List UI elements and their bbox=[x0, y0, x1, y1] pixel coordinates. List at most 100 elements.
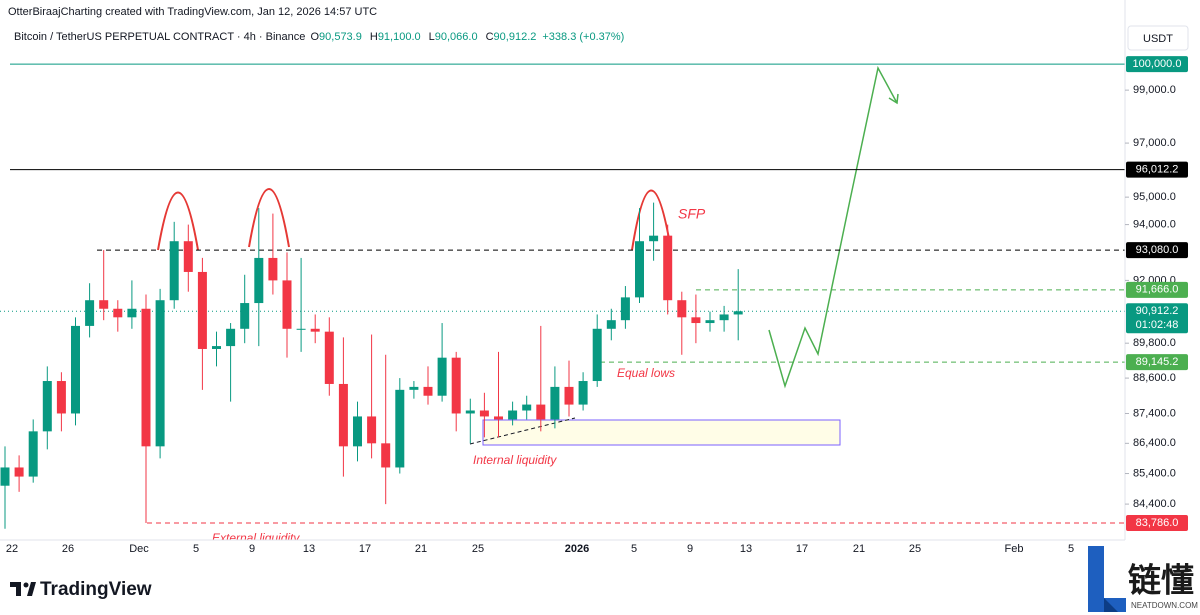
x-tick-label: 25 bbox=[472, 543, 484, 555]
attribution: OtterBiraajCharting created with Trading… bbox=[8, 6, 378, 18]
x-tick-label: 9 bbox=[687, 543, 693, 555]
candle-body bbox=[409, 386, 419, 390]
candle-body bbox=[353, 416, 362, 447]
x-tick-label: 5 bbox=[1068, 543, 1074, 555]
annotation: Internal liquidity bbox=[473, 453, 557, 467]
x-tick-label: 25 bbox=[909, 543, 921, 555]
symbol: Bitcoin / TetherUS PERPETUAL CONTRACT · … bbox=[14, 31, 306, 43]
candle-body bbox=[169, 241, 179, 301]
x-tick-label: 5 bbox=[193, 543, 199, 555]
x-tick-label: Dec bbox=[129, 543, 149, 555]
x-tick-label: 9 bbox=[249, 543, 255, 555]
candle-body bbox=[212, 346, 221, 349]
candle-body bbox=[56, 381, 66, 414]
x-tick-label: 21 bbox=[853, 543, 865, 555]
candle-body bbox=[71, 325, 80, 414]
symbol-bar: Bitcoin / TetherUS PERPETUAL CONTRACT · … bbox=[14, 31, 630, 43]
top-arc bbox=[157, 191, 199, 251]
candle-body bbox=[465, 410, 475, 414]
candle-body bbox=[310, 328, 320, 332]
candle-body bbox=[423, 386, 433, 396]
sfp-arc bbox=[631, 189, 672, 251]
candle-body bbox=[14, 467, 24, 477]
x-tick-label: 5 bbox=[631, 543, 637, 555]
price-label-box bbox=[1126, 281, 1188, 298]
y-tick-label: 87,400.0 bbox=[1133, 407, 1176, 419]
candle-body bbox=[620, 297, 630, 321]
candle-body bbox=[338, 383, 348, 447]
y-tick-label: 94,000.0 bbox=[1133, 219, 1176, 231]
candle-body bbox=[606, 320, 616, 329]
x-tick-label: 13 bbox=[303, 543, 315, 555]
plot-area: SFP Equal lows Internal liquidity External … bbox=[0, 63, 1125, 540]
candle-body bbox=[226, 328, 236, 347]
price-label: 93,080.0 bbox=[1136, 244, 1179, 256]
candle-body bbox=[437, 357, 447, 396]
price-label: 90,912.2 bbox=[1136, 305, 1179, 317]
projection-arrow bbox=[888, 93, 899, 105]
x-tick-label: 21 bbox=[415, 543, 427, 555]
ohlc-value: 90,066.0 bbox=[434, 31, 478, 43]
candle-body bbox=[635, 241, 644, 298]
x-tick-label: 22 bbox=[6, 543, 18, 555]
price-label-box bbox=[1126, 242, 1188, 259]
candle-body bbox=[691, 317, 701, 324]
candle-body bbox=[564, 386, 574, 405]
candle-body bbox=[719, 314, 729, 321]
watermark-sub: NEATDOWN.COM bbox=[1131, 601, 1198, 610]
candle-body bbox=[663, 235, 673, 301]
price-label: 100,000.0 bbox=[1133, 58, 1182, 70]
candle-body bbox=[451, 357, 461, 414]
candle-body bbox=[127, 308, 137, 318]
candle-body bbox=[578, 381, 588, 405]
price-label-box bbox=[1126, 56, 1188, 73]
y-tick-label: 89,800.0 bbox=[1133, 337, 1176, 349]
price-label: 91,666.0 bbox=[1136, 284, 1179, 296]
ohlc-key: L bbox=[428, 31, 435, 43]
candle-body bbox=[183, 241, 193, 272]
candle-body bbox=[0, 467, 10, 486]
ohlc-key: C bbox=[485, 31, 494, 43]
y-tick-label: 97,000.0 bbox=[1133, 137, 1176, 149]
candle-body bbox=[550, 386, 560, 420]
projection-path bbox=[768, 65, 898, 389]
currency-box[interactable] bbox=[1127, 25, 1189, 51]
candle-body bbox=[522, 404, 532, 411]
candle-body bbox=[592, 328, 602, 382]
candle-body bbox=[324, 331, 334, 384]
logo-text: TradingView bbox=[40, 579, 152, 600]
y-tick-label: 85,400.0 bbox=[1133, 467, 1176, 479]
candle-body bbox=[677, 300, 687, 318]
price-label-box bbox=[1126, 303, 1188, 334]
currency: USDT bbox=[1143, 33, 1173, 45]
tradingview-logo bbox=[10, 582, 36, 596]
candle-body bbox=[649, 235, 659, 242]
candle-body bbox=[508, 410, 518, 420]
watermark-icon bbox=[1088, 546, 1126, 612]
price-label: 89,145.2 bbox=[1136, 356, 1179, 368]
candle-body bbox=[536, 404, 546, 420]
price-label: 83,786.0 bbox=[1136, 517, 1179, 529]
candle-body bbox=[197, 271, 207, 349]
top-arc bbox=[248, 188, 290, 248]
ohlc-key: H bbox=[369, 31, 378, 43]
candle-body bbox=[254, 257, 264, 304]
x-tick-label: 26 bbox=[62, 543, 74, 555]
y-tick-label: 95,000.0 bbox=[1133, 191, 1176, 203]
ohlc-key: O bbox=[310, 31, 320, 43]
candle-body bbox=[42, 381, 52, 432]
x-tick-label: 17 bbox=[796, 543, 808, 555]
x-tick-label: 17 bbox=[359, 543, 371, 555]
candle-body bbox=[367, 416, 377, 444]
candle-body bbox=[296, 328, 306, 330]
ohlc-value: 91,100.0 bbox=[377, 31, 421, 43]
candle-body bbox=[141, 308, 151, 447]
candle-body bbox=[479, 410, 489, 417]
candle-body bbox=[99, 300, 109, 309]
x-tick-label: Feb bbox=[1005, 543, 1024, 555]
countdown: 01:02:48 bbox=[1136, 319, 1179, 331]
watermark-icon-shade bbox=[1104, 598, 1118, 612]
ohlc-value: 90,912.2 bbox=[493, 31, 537, 43]
